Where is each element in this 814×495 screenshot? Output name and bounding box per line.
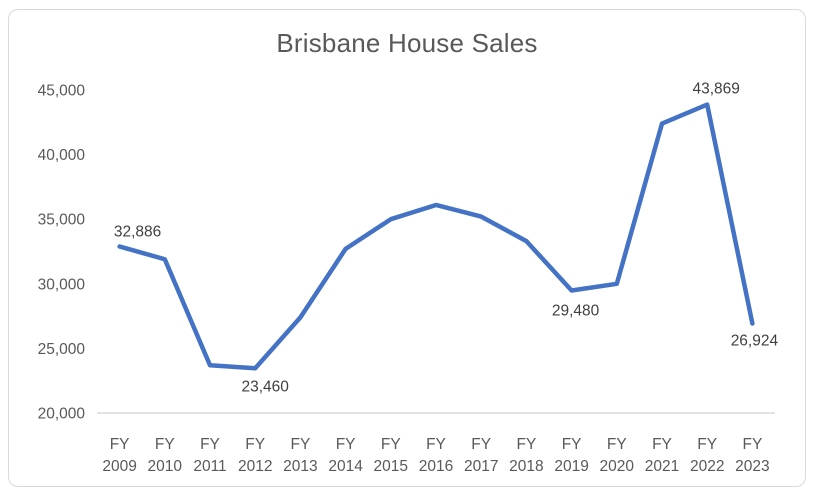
x-axis-tick-label-prefix: FY xyxy=(652,436,672,453)
chart-frame xyxy=(8,9,806,487)
x-axis-tick-label-prefix: FY xyxy=(336,436,356,453)
y-axis-tick-label: 20,000 xyxy=(38,406,86,423)
x-axis-tick-label-prefix: FY xyxy=(471,436,491,453)
x-axis-tick-label-year: 2012 xyxy=(238,458,272,475)
x-axis-tick-label-year: 2015 xyxy=(374,458,408,475)
data-point-label: 32,886 xyxy=(114,224,161,241)
data-point-label: 26,924 xyxy=(731,333,779,350)
x-axis-tick-label-year: 2010 xyxy=(148,458,183,475)
x-axis-tick-label-prefix: FY xyxy=(200,436,220,453)
x-axis-tick-label-prefix: FY xyxy=(155,436,175,453)
x-axis-tick-label-year: 2021 xyxy=(645,458,679,475)
data-point-label: 23,460 xyxy=(241,378,289,395)
y-axis-tick-label: 30,000 xyxy=(38,276,86,293)
sales-line-series xyxy=(117,102,755,371)
x-axis-tick-label-year: 2011 xyxy=(193,458,226,475)
y-axis-tick-label: 40,000 xyxy=(38,147,86,164)
x-axis-tick-label-prefix: FY xyxy=(697,436,717,453)
x-axis-tick-label-year: 2013 xyxy=(283,458,317,475)
x-axis-tick-label-year: 2022 xyxy=(690,458,724,475)
x-axis-tick-label-prefix: FY xyxy=(245,436,265,453)
x-axis-tick-label-year: 2017 xyxy=(464,458,498,475)
x-axis-tick-label-prefix: FY xyxy=(562,436,582,453)
x-axis-tick-label-year: 2020 xyxy=(600,458,635,475)
data-point-label: 29,480 xyxy=(552,303,600,320)
chart-title: Brisbane House Sales xyxy=(276,28,538,58)
x-axis-tick-label-year: 2018 xyxy=(509,458,543,475)
x-axis-tick-label-prefix: FY xyxy=(516,436,536,453)
x-axis-tick-label-year: 2023 xyxy=(735,458,769,475)
x-axis-tick-label-year: 2016 xyxy=(419,458,453,475)
x-axis-tick-label-prefix: FY xyxy=(607,436,627,453)
x-axis-tick-label-prefix: FY xyxy=(110,436,130,453)
y-axis-tick-label: 25,000 xyxy=(38,341,86,358)
x-axis-tick-label-year: 2014 xyxy=(328,458,363,475)
y-axis-tick-label: 35,000 xyxy=(38,212,86,229)
x-axis-tick-label-year: 2009 xyxy=(102,458,136,475)
y-axis-tick-label: 45,000 xyxy=(38,83,86,100)
x-axis-tick-label-prefix: FY xyxy=(381,436,401,453)
x-axis-tick-label-prefix: FY xyxy=(290,436,310,453)
x-axis-tick-label-prefix: FY xyxy=(742,436,762,453)
x-axis-tick-label-year: 2019 xyxy=(554,458,588,475)
x-axis-tick-label-prefix: FY xyxy=(426,436,446,453)
data-point-label: 43,869 xyxy=(692,81,739,98)
